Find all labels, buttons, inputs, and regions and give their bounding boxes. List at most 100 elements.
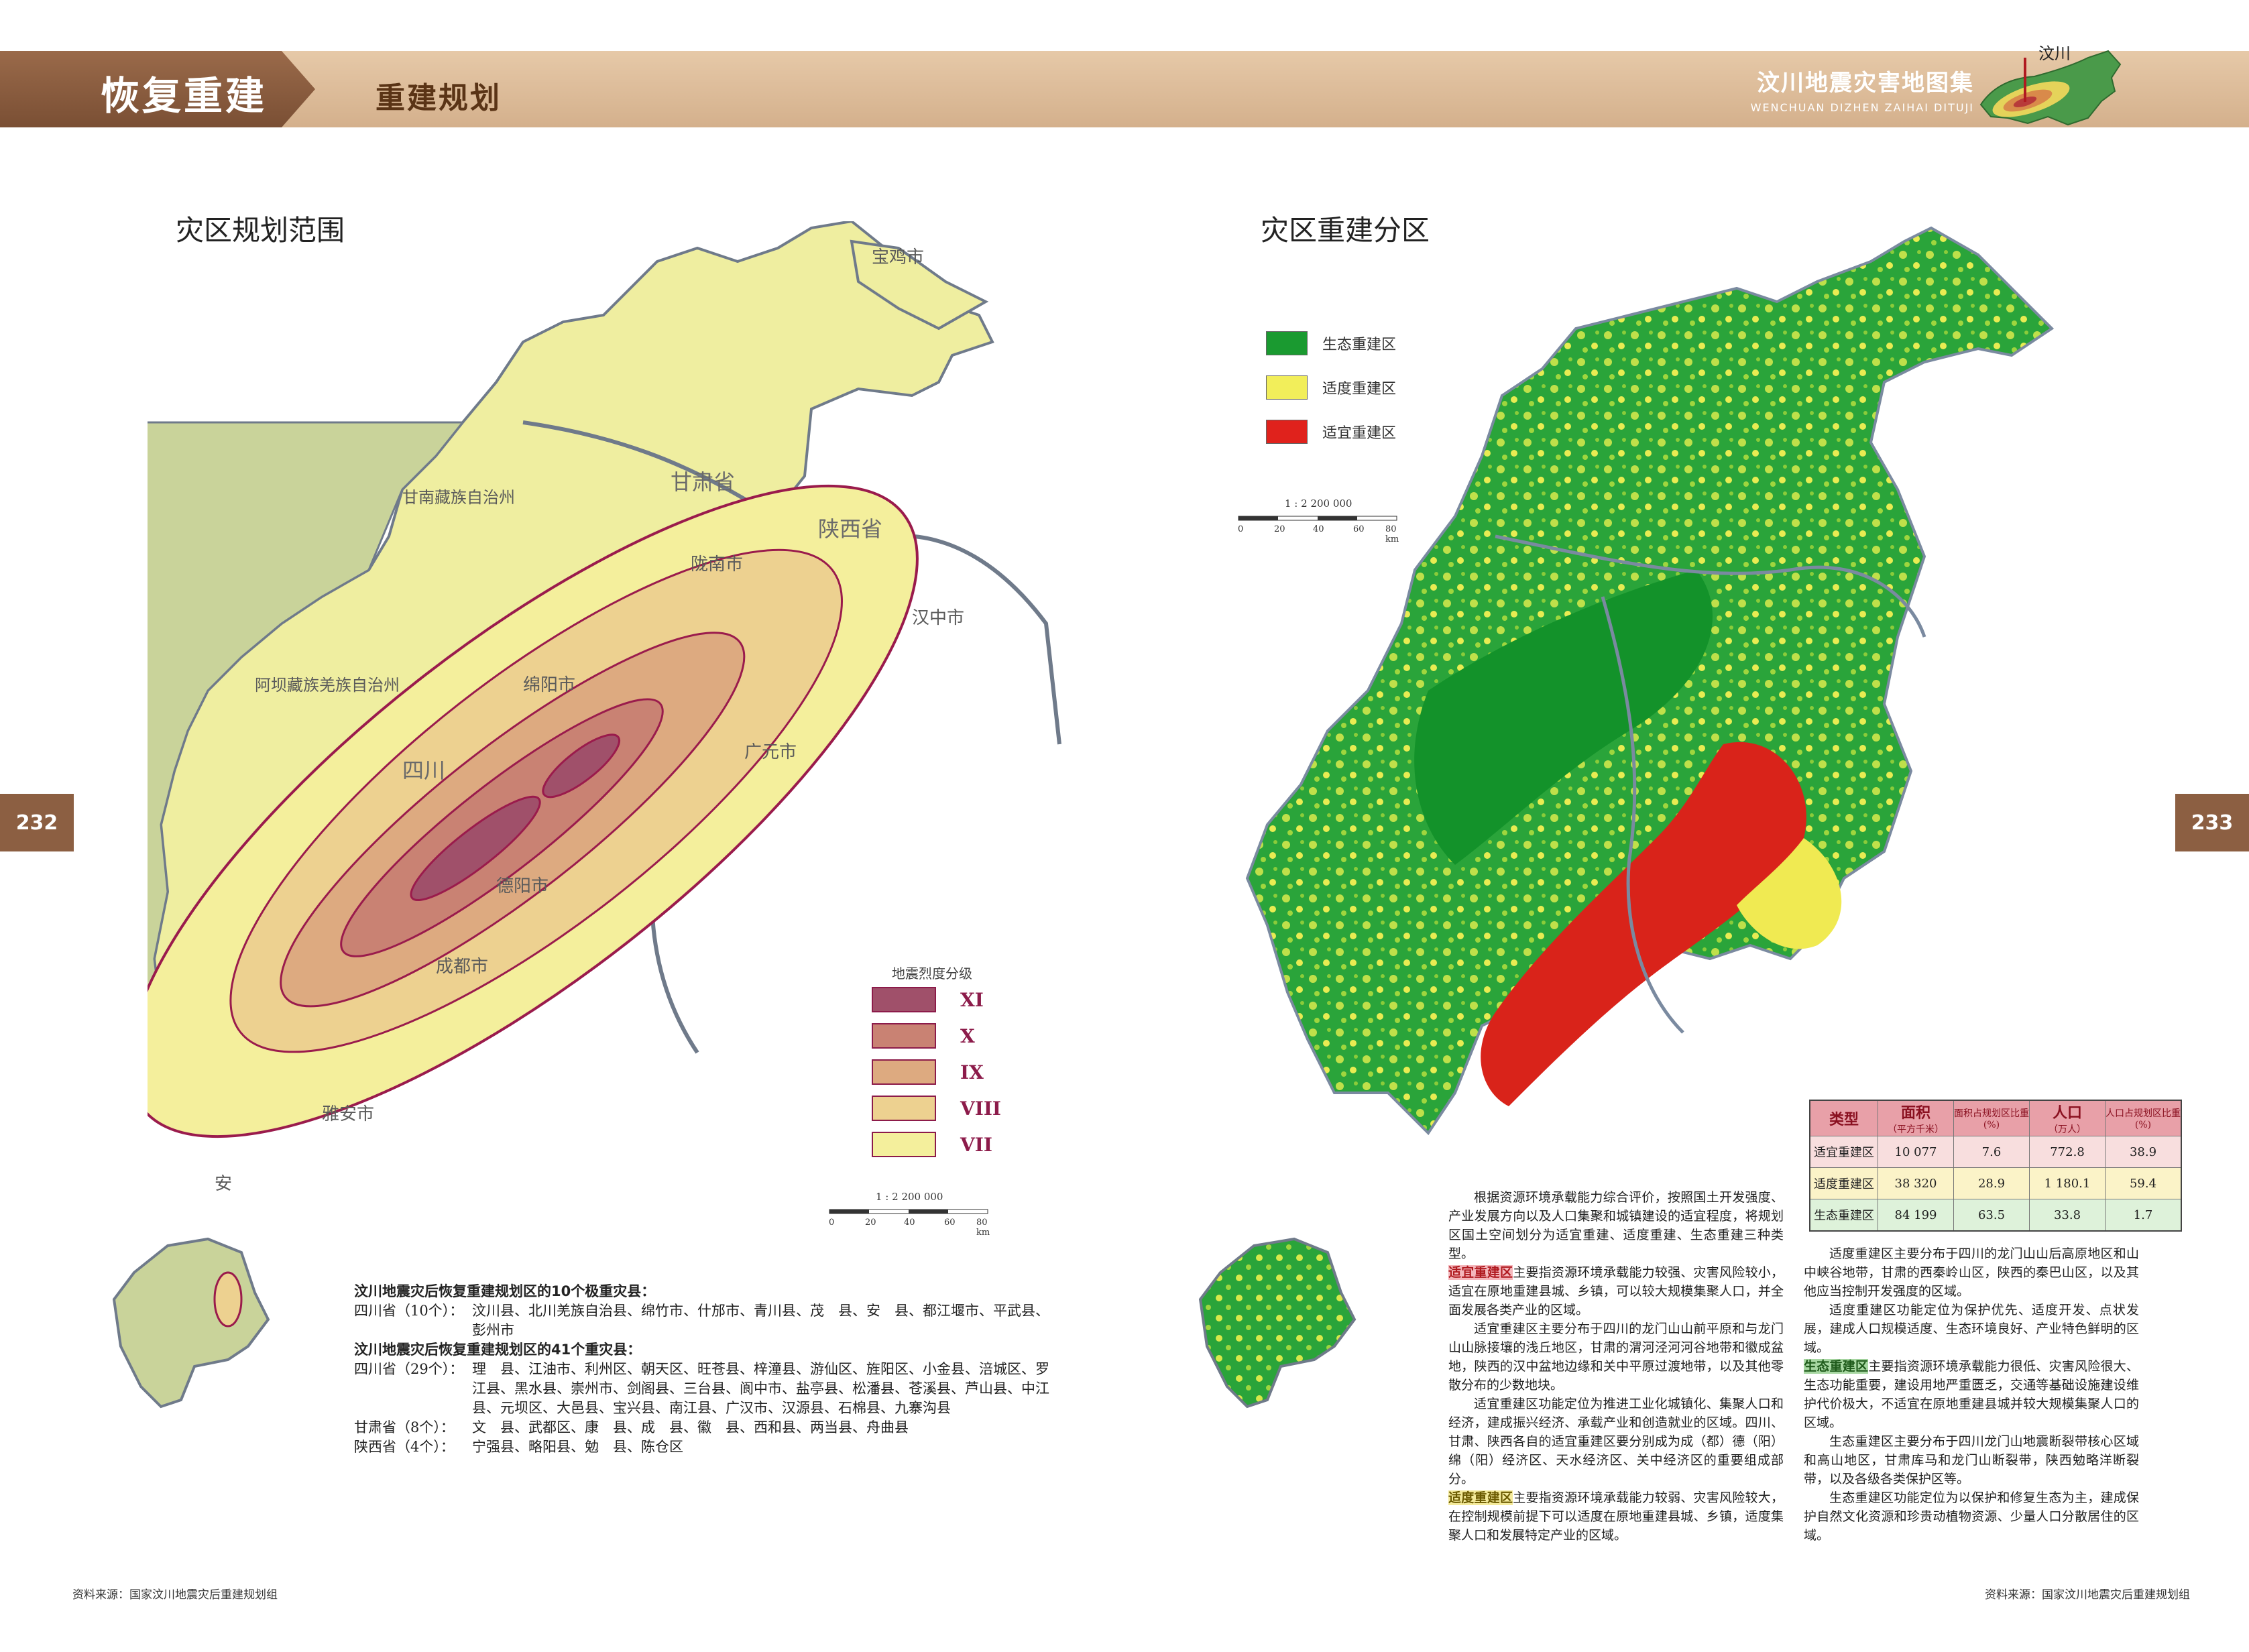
- zone-legend-item: 适度重建区: [1266, 375, 1396, 400]
- county-list: 文 县、武都区、康 县、成 县、徽 县、西和县、两当县、舟曲县: [472, 1419, 909, 1435]
- chapter-tab: [0, 51, 315, 127]
- table-cell: 7.6: [1953, 1136, 2030, 1168]
- paragraph: 适宜重建区功能定位为推进工业化城镇化、集聚人口和经济，建成振兴经济、承载产业和创…: [1448, 1397, 1784, 1486]
- header-band: [0, 51, 2249, 127]
- intensity-swatch: [872, 1096, 936, 1121]
- highlight-suitable: 适宜重建区: [1448, 1265, 1513, 1280]
- table-header: 类型: [1809, 1100, 1878, 1136]
- table-cell: 38.9: [2105, 1136, 2182, 1168]
- table-cell: 59.4: [2105, 1167, 2182, 1199]
- county-list: 理 县、江油市、利州区、朝天区、旺苍县、梓潼县、游仙区、旌阳区、小金县、涪城区、…: [472, 1361, 1049, 1416]
- counties-heading: 汶川地震灾后恢复重建规划区的10个极重灾县：: [354, 1283, 656, 1299]
- place-label: 成都市: [436, 957, 488, 977]
- scale-tick: 20: [865, 1218, 876, 1228]
- table-cell: 10 077: [1878, 1136, 1954, 1168]
- affected-counties-list: 汶川地震灾后恢复重建规划区的10个极重灾县： 四川省（10个）： 汶川县、北川羌…: [354, 1282, 1058, 1457]
- counties-row: 四川省（10个）： 汶川县、北川羌族自治县、绵竹市、什邡市、青川县、茂 县、安 …: [354, 1301, 1058, 1340]
- atlas-title: 汶川地震灾害地图集 WENCHUAN DIZHEN ZAIHAI DITUJI: [1751, 64, 1974, 114]
- atlas-title-en: WENCHUAN DIZHEN ZAIHAI DITUJI: [1750, 101, 1974, 114]
- scale-tick: 80 km: [976, 1218, 990, 1238]
- place-label: 宝鸡市: [872, 247, 924, 268]
- province-label: 四川省（10个）：: [354, 1303, 464, 1319]
- intensity-label: XI: [960, 988, 984, 1011]
- paragraph: 适宜重建区主要指资源环境承载能力较强、灾害风险较小，适宜在原地重建县城、乡镇，可…: [1448, 1263, 1784, 1319]
- intensity-swatch: [872, 1023, 936, 1049]
- table-header: 面积 （平方千米）: [1878, 1100, 1954, 1136]
- province-label: 四川省（29个）：: [354, 1361, 464, 1377]
- table-row: 生态重建区 84 199 63.5 33.8 1.7: [1809, 1199, 2182, 1232]
- right-inset-map: [1198, 1237, 1357, 1409]
- scale-bar-icon: [829, 1209, 988, 1214]
- province-label: 甘肃省（8个）：: [354, 1419, 455, 1435]
- source-left: 资料来源：国家汶川地震灾后重建规划组: [72, 1588, 278, 1602]
- scale-tick: 0: [1238, 524, 1244, 534]
- scale-tick: 0: [829, 1218, 835, 1228]
- scale-ratio: 1 : 2 200 000: [876, 1191, 943, 1203]
- left-scale-bar: 1 : 2 200 000 0 20 40 60 80 km: [829, 1191, 996, 1238]
- moderate-zone: [1737, 838, 1842, 949]
- table-cell: 84 199: [1878, 1199, 1954, 1232]
- scale-tick: 40: [904, 1218, 915, 1228]
- paragraph: 适度重建区主要指资源环境承载能力较弱、灾害风险较大，在控制规模前提下可以适度在原…: [1448, 1488, 1784, 1545]
- atlas-logo-icon: 汶川: [1979, 44, 2122, 126]
- place-label: 德阳市: [496, 876, 549, 896]
- table-row: 适宜重建区 10 077 7.6 772.8 38.9: [1809, 1136, 2182, 1168]
- right-map-title: 灾区重建分区: [1261, 214, 1430, 247]
- table-cell: 1 180.1: [2029, 1167, 2106, 1199]
- county-list: 宁强县、略阳县、勉 县、陈仓区: [472, 1439, 683, 1455]
- body-text-left: 根据资源环境承载能力综合评价，按照国土开发强度、产业发展方向以及人口集聚和城镇建…: [1448, 1188, 1784, 1545]
- table-header: 面积占规划区比重(%): [1953, 1100, 2030, 1136]
- paragraph-text: 主要指资源环境承载能力较强、灾害风险较小，适宜在原地重建县城、乡镇，可以较大规模…: [1448, 1265, 1784, 1317]
- zone-legend-item: 适宜重建区: [1266, 420, 1396, 444]
- table-header: 人口占规划区比重(%): [2105, 1100, 2182, 1136]
- intensity-label: IX: [960, 1061, 984, 1083]
- paragraph: 生态重建区功能定位为以保护和修复生态为主，建成保护自然文化资源和珍贵动植物资源、…: [1804, 1490, 2139, 1543]
- counties-heading: 汶川地震灾后恢复重建规划区的41个重灾县：: [354, 1342, 642, 1358]
- scale-tick: 60: [1353, 524, 1365, 534]
- intensity-legend-item: IX: [872, 1059, 984, 1085]
- intensity-swatch: [872, 987, 936, 1012]
- place-label: 绵阳市: [523, 675, 575, 695]
- intensity-legend-item: VIII: [872, 1096, 1001, 1121]
- page-number-left: 232: [0, 794, 74, 851]
- province-label: 陕西省（4个）：: [354, 1439, 455, 1455]
- place-label: 甘南藏族自治州: [402, 488, 515, 507]
- highlight-moderate: 适度重建区: [1448, 1490, 1513, 1505]
- paragraph: 适宜重建区主要分布于四川的龙门山山前平原和与龙门山山脉接壤的浅丘地区，甘肃的渭河…: [1448, 1321, 1784, 1393]
- paragraph: 根据资源环境承载能力综合评价，按照国土开发强度、产业发展方向以及人口集聚和城镇建…: [1448, 1190, 1784, 1261]
- table-header: 人口 （万人）: [2029, 1100, 2106, 1136]
- scale-tick: 20: [1274, 524, 1285, 534]
- highlight-eco: 生态重建区: [1804, 1359, 1869, 1374]
- intensity-label: VII: [960, 1133, 992, 1156]
- scale-tick: 60: [944, 1218, 956, 1228]
- table-cell: 适度重建区: [1809, 1167, 1878, 1199]
- table-cell: 772.8: [2029, 1136, 2106, 1168]
- counties-row: 四川省（29个）： 理 县、江油市、利州区、朝天区、旺苍县、梓潼县、游仙区、旌阳…: [354, 1360, 1058, 1418]
- paragraph: 生态重建区主要指资源环境承载能力很低、灾害风险很大、生态功能重要，建设用地严重匮…: [1804, 1357, 2139, 1432]
- left-inset-map: [112, 1237, 270, 1409]
- zone-legend-item: 生态重建区: [1266, 331, 1396, 355]
- chapter-title: 恢复重建: [101, 73, 268, 119]
- place-label: 甘肃省: [671, 469, 735, 495]
- counties-row: 陕西省（4个）： 宁强县、略阳县、勉 县、陈仓区: [354, 1437, 1058, 1457]
- intensity-legend-item: VII: [872, 1132, 992, 1157]
- scale-tick: 40: [1313, 524, 1324, 534]
- zone-swatch: [1266, 420, 1308, 444]
- table-row: 适度重建区 38 320 28.9 1 180.1 59.4: [1809, 1167, 2182, 1199]
- place-label: 雅安市: [322, 1104, 374, 1124]
- counties-row: 甘肃省（8个）： 文 县、武都区、康 县、成 县、徽 县、西和县、两当县、舟曲县: [354, 1418, 1058, 1437]
- left-map-title: 灾区规划范围: [176, 214, 345, 247]
- zone-label: 生态重建区: [1322, 337, 1397, 353]
- paragraph-text: 主要指资源环境承载能力很低、灾害风险很大、生态功能重要，建设用地严重匮乏，交通等…: [1804, 1359, 2139, 1430]
- place-label: 陇南市: [691, 554, 743, 575]
- intensity-zone-xi: [410, 795, 541, 902]
- suitable-zone: [1481, 742, 1806, 1106]
- intensity-map: 甘肃省 陕西省 四川 宝鸡市 陇南市 广元市 汉中市 绵阳市 德阳市 成都市 阿…: [148, 221, 1061, 1194]
- atlas-title-cn: 汶川地震灾害地图集: [1757, 70, 1974, 97]
- paragraph: 生态重建区主要分布于四川龙门山地震断裂带核心区域和高山地区，甘肃库马和龙门山断裂…: [1804, 1434, 2139, 1486]
- zoning-map: [1245, 226, 2055, 1136]
- place-label: 阿坝藏族羌族自治州: [255, 676, 400, 695]
- place-label: 安: [215, 1174, 232, 1194]
- zone-statistics-table: 类型 面积 （平方千米） 面积占规划区比重(%) 人口 （万人） 人口占规划区比重(…: [1809, 1100, 2182, 1232]
- zone-label: 适宜重建区: [1322, 425, 1397, 442]
